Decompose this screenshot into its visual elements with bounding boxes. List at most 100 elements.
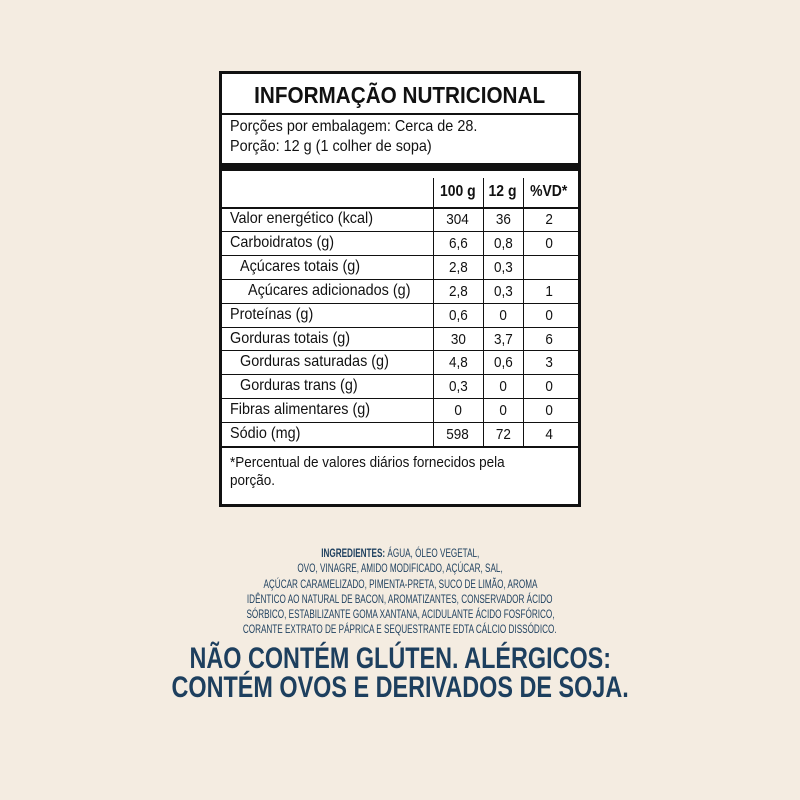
value: 2,8 xyxy=(433,259,483,276)
ingredients-line: CORANTE EXTRATO DE PÁPRICA E SEQUESTRANT… xyxy=(0,622,800,637)
allergen-line: CONTÉM OVOS E DERIVADOS DE SOJA. xyxy=(0,670,800,704)
value: 6 xyxy=(523,331,575,348)
value: 4 xyxy=(523,426,575,443)
value: 0,6 xyxy=(433,307,483,324)
ingredients-line: INGREDIENTES: ÁGUA, ÓLEO VEGETAL, xyxy=(0,546,800,561)
value-text: 1 xyxy=(545,282,553,300)
value-text: 0,3 xyxy=(448,378,468,396)
row-label-text: Carboidratos (g) xyxy=(230,233,335,251)
row-label: Carboidratos (g) xyxy=(230,234,346,252)
value-text: 0 xyxy=(499,378,507,396)
value-text: 0,3 xyxy=(493,282,513,300)
ingredients-line: OVO, VINAGRE, AMIDO MODIFICADO, AÇÚCAR, … xyxy=(0,561,800,576)
rule xyxy=(222,446,578,448)
value-text: 6 xyxy=(545,330,553,348)
ingredients-text: OVO, VINAGRE, AMIDO MODIFICADO, AÇÚCAR, … xyxy=(297,561,502,576)
value: 0 xyxy=(433,402,483,419)
ingredients-line-text: IDÊNTICO AO NATURAL DE BACON, AROMATIZAN… xyxy=(247,591,553,606)
value-text: 0 xyxy=(499,306,507,324)
value: 0 xyxy=(523,307,575,324)
value-text: 2 xyxy=(545,211,553,228)
value-text: 2,8 xyxy=(448,258,468,276)
row-label-text: Gorduras saturadas (g) xyxy=(240,353,389,371)
value-text: 30 xyxy=(450,330,466,348)
value: 598 xyxy=(433,426,483,443)
rule xyxy=(222,207,578,209)
title-text: INFORMAÇÃO NUTRICIONAL xyxy=(254,82,546,108)
ingredients-line-text: ÁGUA, ÓLEO VEGETAL, xyxy=(387,546,480,560)
value-text: 0 xyxy=(545,402,553,420)
thick-rule xyxy=(222,163,578,171)
value-text: 304 xyxy=(446,211,470,228)
ingredients-line-text: OVO, VINAGRE, AMIDO MODIFICADO, AÇÚCAR, … xyxy=(297,561,503,576)
value: 36 xyxy=(483,211,523,228)
ingredients-text: INGREDIENTES: ÁGUA, ÓLEO VEGETAL, xyxy=(321,546,479,561)
row-label: Gorduras trans (g) xyxy=(240,377,371,395)
serving: Porção: 12 g (1 colher de sopa) xyxy=(230,138,454,156)
value-text: 0,8 xyxy=(493,234,513,252)
value-text: 2,8 xyxy=(448,282,468,300)
column-rule xyxy=(523,178,524,446)
value-text: 0,6 xyxy=(448,306,468,324)
ingredients-line: SÓRBICO, ESTABILIZANTE GOMA XANTANA, ACI… xyxy=(0,607,800,622)
value: 0 xyxy=(523,235,575,252)
row-label-text: Gorduras trans (g) xyxy=(240,377,358,395)
rule xyxy=(222,302,578,304)
value-text: 598 xyxy=(446,426,470,444)
value: 304 xyxy=(433,211,483,228)
value: 0 xyxy=(483,402,523,419)
value: 0 xyxy=(483,307,523,324)
nutrition-label: INFORMAÇÃO NUTRICIONAL Porções por embala… xyxy=(219,71,581,507)
row-label-text: Gorduras totais (g) xyxy=(230,329,351,347)
row-label: Gorduras saturadas (g) xyxy=(240,353,405,371)
column-header-text: 100 g xyxy=(440,183,476,200)
value: 2 xyxy=(523,211,575,228)
ingredients-text: IDÊNTICO AO NATURAL DE BACON, AROMATIZAN… xyxy=(247,592,553,607)
value: 6,6 xyxy=(433,235,483,252)
value-text: 0 xyxy=(545,306,553,324)
column-header: 100 g xyxy=(433,183,483,201)
value: 0,3 xyxy=(483,259,523,276)
allergen-text: NÃO CONTÉM GLÚTEN. ALÉRGICOS: xyxy=(189,641,611,675)
value: 0 xyxy=(523,402,575,419)
ingredients-line-text: AÇÚCAR CARAMELIZADO, PIMENTA-PRETA, SUCO… xyxy=(262,576,537,591)
value: 72 xyxy=(483,426,523,443)
value-text: 0,6 xyxy=(493,354,513,372)
value: 0,8 xyxy=(483,235,523,252)
value-text: 72 xyxy=(495,426,511,444)
value-text: 36 xyxy=(495,211,511,228)
rule xyxy=(222,230,578,232)
value-text: 0,3 xyxy=(493,258,513,276)
ingredients: INGREDIENTES: ÁGUA, ÓLEO VEGETAL, OVO, VI… xyxy=(0,546,800,702)
row-label: Açúcares totais (g) xyxy=(240,258,373,276)
column-rule xyxy=(433,178,434,446)
ingredients-line-text: CORANTE EXTRATO DE PÁPRICA E SEQUESTRANT… xyxy=(243,622,557,637)
allergen-line: NÃO CONTÉM GLÚTEN. ALÉRGICOS: xyxy=(0,641,800,675)
row-label: Proteínas (g) xyxy=(230,306,322,324)
value-text: 0 xyxy=(499,402,507,420)
serving: Porções por embalagem: Cerca de 28. xyxy=(230,118,505,136)
row-label-text: Açúcares adicionados (g) xyxy=(248,281,411,299)
ingredients-line: IDÊNTICO AO NATURAL DE BACON, AROMATIZAN… xyxy=(0,592,800,607)
column-header-text: %VD* xyxy=(530,183,568,200)
row-label: Valor energético (kcal) xyxy=(230,210,389,228)
row-label: Sódio (mg) xyxy=(230,425,308,443)
ingredients-label: INGREDIENTES: xyxy=(320,546,385,560)
value: 0,6 xyxy=(483,354,523,371)
footnote-text: *Percentual de valores diários fornecido… xyxy=(230,454,505,471)
rule xyxy=(222,278,578,280)
rule xyxy=(222,422,578,424)
column-header: %VD* xyxy=(523,183,575,201)
ingredients-line-text: SÓRBICO, ESTABILIZANTE GOMA XANTANA, ACI… xyxy=(245,607,555,622)
value-text: 6,6 xyxy=(448,234,468,252)
value: 4,8 xyxy=(433,354,483,371)
rule xyxy=(222,374,578,376)
value: 0,3 xyxy=(433,378,483,395)
allergen-text: CONTÉM OVOS E DERIVADOS DE SOJA. xyxy=(171,670,629,704)
column-header-text: 12 g xyxy=(489,183,517,200)
row-label-text: Proteínas (g) xyxy=(230,305,314,323)
value-text: 4 xyxy=(545,426,553,444)
row-label-text: Sódio (mg) xyxy=(230,425,301,443)
value-text: 3 xyxy=(545,354,553,372)
